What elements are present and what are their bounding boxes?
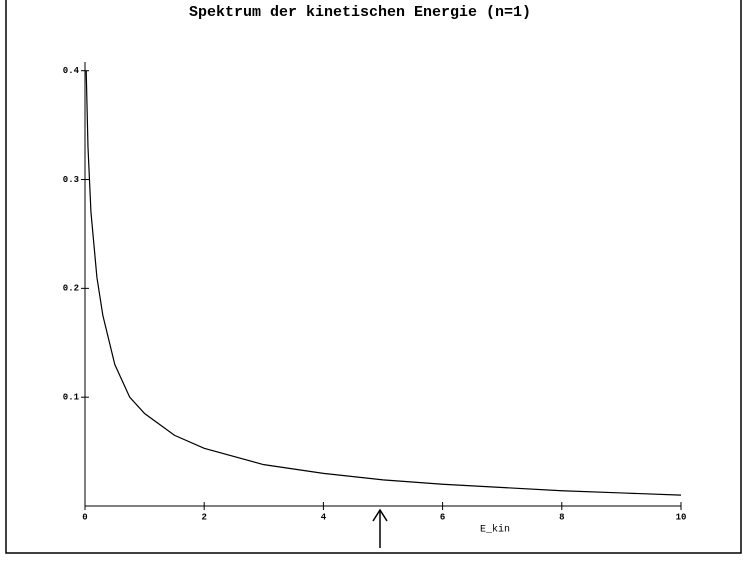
x-axis-label: E_kin [480,524,510,536]
curve [85,70,682,496]
y-tick-label: 0.4 [63,66,80,76]
arrow-annotation [372,508,388,548]
x-tick-label: 2 [201,512,206,522]
x-tick-label: 10 [676,512,687,522]
chart-title: Spektrum der kinetischen Energie (n=1) [189,4,531,21]
y-tick-label: 0.2 [63,284,79,294]
y-tick-label: 0.1 [63,393,80,403]
frame [5,0,742,554]
y-tick-label: 0.3 [63,175,79,185]
x-tick-label: 4 [321,512,327,522]
x-tick-label: 6 [440,512,445,522]
x-tick-label: 0 [82,512,87,522]
x-tick-label: 8 [559,512,564,522]
